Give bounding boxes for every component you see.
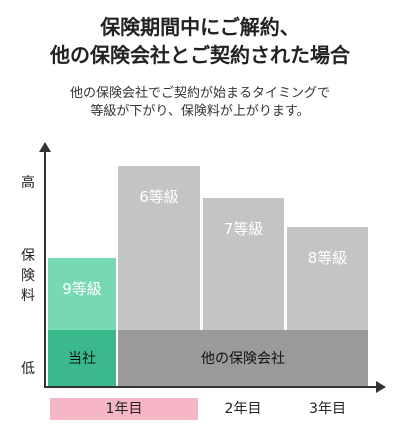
y-axis-title-char: 保	[21, 248, 35, 264]
other-company-block: 他の保険会社	[118, 330, 368, 386]
subtitle-line-1: 他の保険会社でご契約が始まるタイミングで	[69, 86, 330, 101]
x-axis-line	[44, 386, 380, 388]
grade-block-year3: 8等級	[287, 227, 368, 330]
current-company-block: 当社	[48, 330, 116, 386]
x-axis-label-year2: 2年目	[224, 401, 262, 417]
x-axis-label-year1: 1年目	[50, 398, 198, 420]
subtitle-line-2: 等級が下がり、保険料が上がります。	[90, 104, 310, 119]
y-axis-arrow-icon	[39, 142, 51, 152]
x-axis-label-year3: 3年目	[309, 401, 346, 417]
y-axis-line	[44, 150, 46, 388]
title-line-2: 他の保険会社とご契約された場合	[50, 43, 350, 67]
y-axis-title: 保 険 料	[16, 246, 40, 306]
y-axis-high-label: 高	[21, 175, 35, 191]
other-company-label: 他の保険会社	[201, 351, 285, 367]
grade-label-year3: 8等級	[307, 249, 348, 267]
grade-block-year2b: 7等級	[203, 198, 284, 330]
y-axis-title-char: 険	[21, 268, 35, 284]
grade-block-year2a: 6等級	[118, 166, 200, 330]
grade-label-year1: 9等級	[62, 280, 102, 298]
title-line-1: 保険期間中にご解約、	[100, 15, 300, 39]
current-company-label: 当社	[68, 351, 96, 367]
y-axis-low-label: 低	[21, 361, 35, 377]
y-axis-title-char: 料	[21, 288, 35, 304]
grade-label-year2b: 7等級	[223, 220, 264, 238]
grade-label-year2a: 6等級	[139, 188, 179, 206]
x-axis-arrow-icon	[376, 381, 386, 393]
grade-block-year1: 9等級	[48, 258, 116, 330]
